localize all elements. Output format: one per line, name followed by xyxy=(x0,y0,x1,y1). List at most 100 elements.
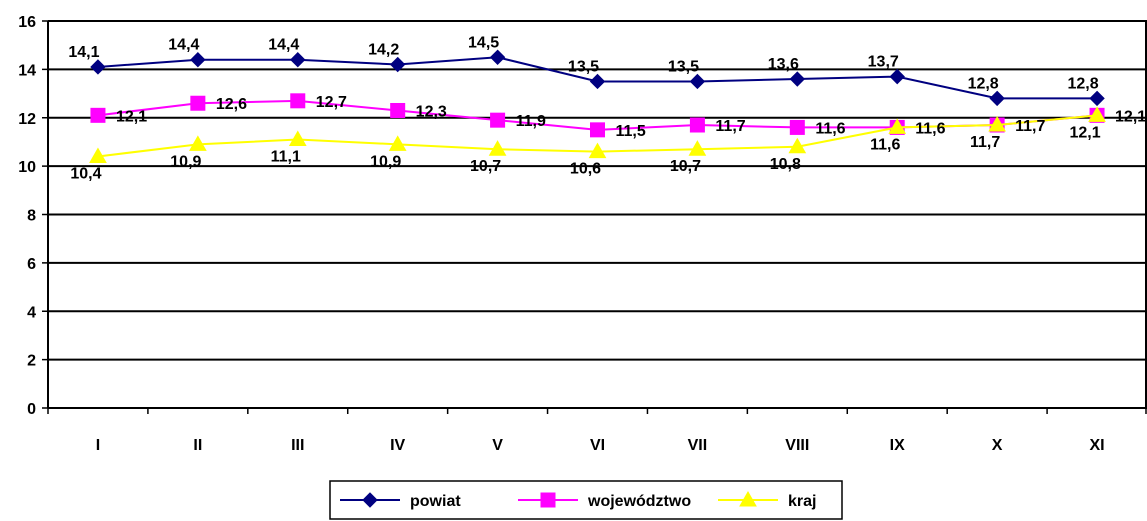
legend-label: województwo xyxy=(587,493,691,510)
data-point-diamond xyxy=(589,73,606,90)
x-tick-label: IX xyxy=(890,437,905,454)
legend-marker xyxy=(739,490,757,507)
data-point-triangle xyxy=(988,115,1006,132)
data-label: 10,9 xyxy=(370,153,401,170)
y-tick-label: 6 xyxy=(27,256,36,273)
data-point-diamond xyxy=(90,59,106,75)
y-tick-label: 10 xyxy=(18,159,36,176)
data-label: 11,7 xyxy=(970,134,1000,151)
data-label: 14,4 xyxy=(168,37,199,54)
y-tick-label: 12 xyxy=(18,111,36,128)
data-label: 13,5 xyxy=(668,58,699,75)
data-label: 14,2 xyxy=(368,42,399,59)
data-label: 10,9 xyxy=(170,153,201,170)
x-tick-label: I xyxy=(96,437,100,454)
data-label: 11,6 xyxy=(870,136,900,153)
data-label: 14,4 xyxy=(268,37,299,54)
legend: powiat województwo kraj xyxy=(329,480,843,520)
data-point-triangle xyxy=(888,118,907,134)
data-point-triangle xyxy=(189,135,207,151)
legend-item-województwo: województwo xyxy=(518,492,691,510)
data-point-triangle xyxy=(588,142,607,159)
x-tick-label: III xyxy=(291,437,304,454)
data-point-triangle xyxy=(288,130,307,147)
data-point-diamond xyxy=(389,56,406,73)
data-point-diamond xyxy=(1089,90,1105,107)
data-point-diamond xyxy=(889,68,905,85)
data-label: 12,7 xyxy=(316,94,347,111)
x-tick-label: II xyxy=(193,437,202,454)
data-point-triangle xyxy=(688,140,707,156)
x-tick-label: VIII xyxy=(785,437,809,454)
data-labels: 14,1 14,4 14,4 14,2 14,5 13,5 13,5 13,6 13,7 12,8… xyxy=(68,34,1146,182)
data-point-triangle xyxy=(488,140,507,156)
data-point-diamond xyxy=(489,49,506,65)
data-label: 13,6 xyxy=(768,56,799,73)
y-tick-label: 16 xyxy=(18,14,36,31)
data-label: 10,8 xyxy=(770,156,801,173)
data-label: 12,1 xyxy=(1069,124,1100,141)
data-label: 14,1 xyxy=(68,44,99,61)
x-tick-label: V xyxy=(492,437,503,454)
data-point-triangle xyxy=(388,135,407,151)
x-tick-label: IV xyxy=(390,437,405,454)
data-label: 11,5 xyxy=(616,123,646,140)
x-tick-label: VI xyxy=(590,437,605,454)
x-tick-label: X xyxy=(992,437,1003,454)
data-point-square xyxy=(490,112,506,128)
legend-marker xyxy=(540,492,556,508)
y-tick-label: 4 xyxy=(27,304,36,321)
legend-label: kraj xyxy=(788,493,816,510)
data-label: 12,8 xyxy=(968,75,999,92)
data-label: 12,6 xyxy=(216,96,247,113)
data-label: 11,9 xyxy=(516,113,546,130)
data-point-square xyxy=(689,117,705,133)
data-point-square xyxy=(789,119,805,135)
data-label: 13,5 xyxy=(568,58,599,75)
series-powiat xyxy=(90,49,1105,107)
data-point-diamond xyxy=(989,90,1005,107)
data-label: 11,6 xyxy=(915,120,945,137)
legend-item-powiat: powiat xyxy=(340,492,461,510)
legend-label: powiat xyxy=(410,493,461,510)
y-tick-label: 14 xyxy=(18,62,36,79)
data-point-square xyxy=(190,95,206,111)
gridlines xyxy=(48,20,1147,361)
data-label: 12,8 xyxy=(1067,75,1098,92)
series-kraj xyxy=(89,106,1106,163)
data-label: 12,1 xyxy=(1115,108,1146,125)
legend-marker xyxy=(362,492,378,508)
data-label: 11,6 xyxy=(815,120,845,137)
data-point-square xyxy=(590,122,605,138)
series-group xyxy=(89,49,1106,163)
data-label: 13,7 xyxy=(868,54,899,71)
data-point-triangle xyxy=(788,137,807,154)
y-tick-label: 0 xyxy=(27,401,36,418)
data-point-triangle xyxy=(1088,106,1106,122)
x-tick-label: XI xyxy=(1089,437,1104,454)
data-label: 10,7 xyxy=(470,158,501,175)
data-label: 12,1 xyxy=(116,108,147,125)
data-point-diamond xyxy=(290,51,306,68)
data-label: 12,3 xyxy=(416,103,447,120)
y-tick-label: 2 xyxy=(27,353,36,370)
data-point-square xyxy=(90,107,106,123)
data-label: 10,6 xyxy=(570,161,601,178)
data-label: 11,1 xyxy=(271,149,301,166)
data-label: 11,7 xyxy=(715,118,745,135)
data-point-diamond xyxy=(190,51,206,68)
data-point-square xyxy=(290,93,306,109)
data-point-square xyxy=(390,102,406,118)
data-label: 11,7 xyxy=(1015,118,1045,135)
data-point-diamond xyxy=(689,73,706,90)
data-label: 14,5 xyxy=(468,34,499,51)
data-point-diamond xyxy=(789,71,806,87)
data-point-triangle xyxy=(89,147,107,163)
legend-item-kraj: kraj xyxy=(718,490,816,510)
data-label: 10,7 xyxy=(670,158,701,175)
data-label: 10,4 xyxy=(70,165,101,182)
y-tick-label: 8 xyxy=(27,208,36,225)
x-tick-label: VII xyxy=(688,437,708,454)
